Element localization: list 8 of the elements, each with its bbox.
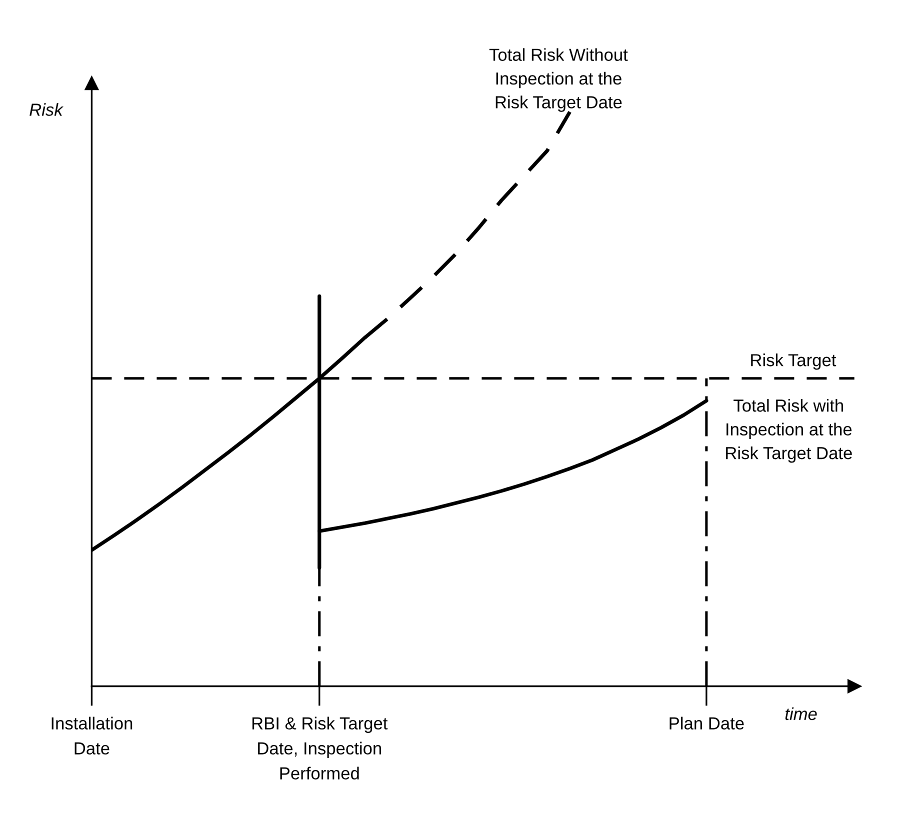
x-tick-label: RBI & Risk Target Date, Inspection Performed (252, 716, 388, 780)
text: Total Risk Without Inspection at the Risk Target Date (489, 48, 628, 112)
y-axis-title: Risk (30, 103, 64, 116)
x-axis-title: time (785, 707, 817, 720)
x-tick-label: Installation Date (52, 716, 132, 755)
annotation: Total Risk with Inspection at the Risk Target Date (726, 399, 852, 463)
ref-line-label: Risk Target (751, 354, 836, 370)
x-tick-label: Plan Date (670, 716, 744, 730)
